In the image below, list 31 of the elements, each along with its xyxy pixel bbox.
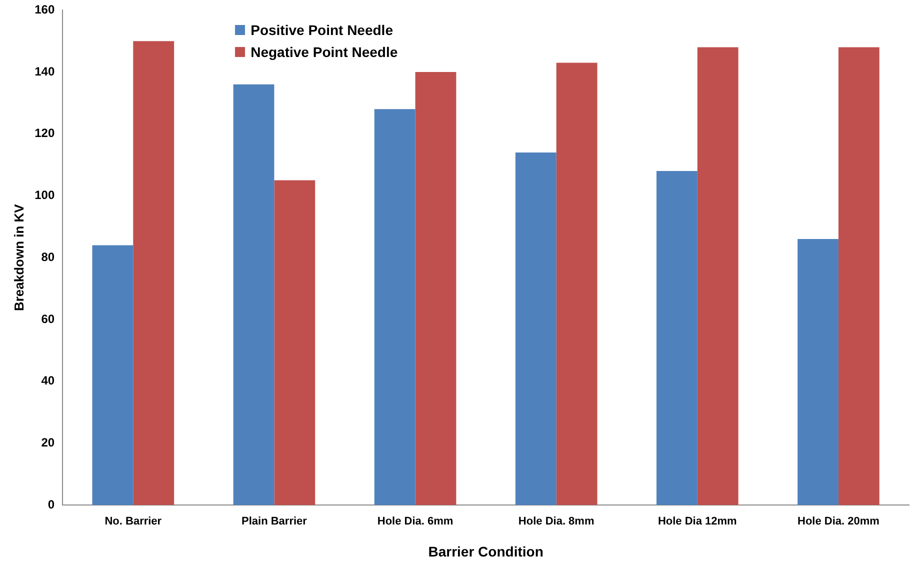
y-tick-label: 100 bbox=[34, 188, 55, 202]
x-axis-title: Barrier Condition bbox=[428, 543, 544, 560]
y-tick-label: 160 bbox=[34, 2, 55, 17]
y-tick-label: 20 bbox=[41, 435, 55, 450]
x-tick-label: Hole Dia. 6mm bbox=[377, 516, 454, 528]
bar bbox=[838, 47, 880, 505]
x-tick-label: Hole Dia. 8mm bbox=[518, 516, 594, 528]
y-tick-label: 80 bbox=[41, 250, 55, 264]
bar bbox=[415, 72, 456, 505]
bar bbox=[274, 180, 316, 505]
bar bbox=[92, 245, 134, 505]
y-tick-label: 120 bbox=[34, 126, 55, 140]
y-axis-title: Breakdown in KV bbox=[11, 204, 26, 312]
y-tick-label: 0 bbox=[48, 497, 55, 512]
bar bbox=[374, 109, 416, 505]
x-tick-label: No. Barrier bbox=[104, 516, 162, 528]
bar bbox=[656, 171, 698, 505]
y-tick-label: 140 bbox=[34, 64, 55, 78]
y-tick-label: 40 bbox=[41, 374, 55, 388]
x-tick-label: Hole Dia. 20mm bbox=[798, 516, 880, 528]
y-tick-label: 60 bbox=[41, 312, 55, 326]
bar bbox=[556, 62, 598, 505]
bar bbox=[233, 84, 274, 505]
legend-label: Negative Point Needle bbox=[250, 44, 398, 60]
legend-label: Positive Point Needle bbox=[250, 22, 393, 38]
bar bbox=[697, 47, 738, 505]
x-tick-label: Plain Barrier bbox=[242, 516, 308, 528]
bar bbox=[798, 239, 838, 505]
bar bbox=[515, 152, 556, 505]
x-tick-label: Hole Dia 12mm bbox=[658, 516, 738, 528]
bar bbox=[133, 41, 174, 505]
